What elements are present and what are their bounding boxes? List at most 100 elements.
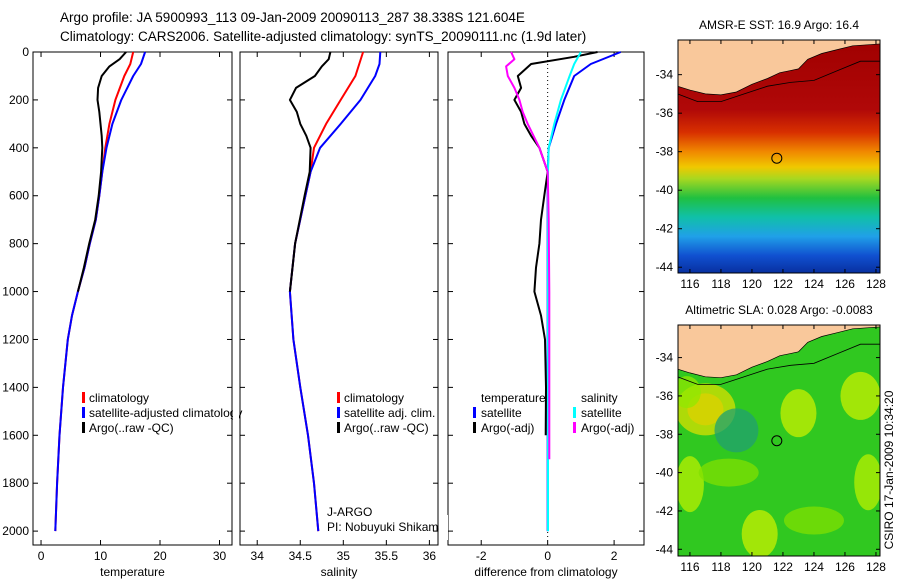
x-tick-label: -2 [476, 549, 487, 563]
difference-legend: temperature satellite Argo(-adj) salinit… [473, 391, 634, 435]
australia-landmass [678, 325, 880, 378]
legend-label: satellite [481, 406, 522, 420]
lat-tick-label: -40 [656, 466, 674, 480]
x-tick-label: 35.5 [375, 549, 399, 563]
legend-swatch-argo [82, 422, 85, 433]
legend-label: Argo(-adj) [481, 421, 534, 435]
x-tick-label: 36 [423, 549, 437, 563]
difference-panel: -2 0 2 difference from climatology [447, 51, 645, 579]
legend-header-temperature: temperature [481, 391, 546, 405]
y-tick-label: 200 [9, 93, 29, 107]
legend-label: Argo(-adj) [581, 421, 634, 435]
lat-tick-label: -36 [656, 106, 674, 120]
lon-tick-label: 116 [680, 560, 699, 574]
legend-label: satellite-adjusted climatology [89, 406, 242, 420]
x-tick-label: 0 [544, 549, 551, 563]
lat-tick-label: -40 [656, 183, 674, 197]
lon-tick-label: 124 [804, 277, 824, 291]
x-tick-label: 20 [153, 549, 167, 563]
lon-tick-label: 118 [711, 560, 730, 574]
sst-field [678, 40, 880, 273]
lon-tick-label: 116 [680, 277, 699, 291]
sla-anomaly-blob [783, 506, 844, 535]
x-tick-label: 2 [611, 549, 618, 563]
legend-swatch-satellite [337, 407, 340, 418]
profile-title-line1: Argo profile: JA 5900993_113 09-Jan-2009… [60, 10, 525, 25]
lon-tick-label: 122 [773, 277, 793, 291]
salinity-series-argo-raw-qc [288, 51, 332, 292]
x-tick-label: 34.5 [289, 549, 313, 563]
difference-series-satellite [546, 51, 622, 532]
maps: AMSR-E SST: 16.9 Argo: 16.4 116 118 120 122 1… [656, 18, 887, 574]
temperature-series-climatology [54, 51, 135, 532]
y-tick-label: 800 [9, 237, 29, 251]
lon-tick-label: 128 [866, 560, 886, 574]
sla-anomaly-blob [678, 376, 701, 409]
lat-tick-label: -34 [656, 351, 674, 365]
shelf-contour [678, 60, 880, 102]
sla-anomaly-blob [780, 389, 817, 438]
lon-tick-label: 122 [773, 560, 793, 574]
y-tick-label: 600 [9, 189, 29, 203]
salinity-legend: climatology satellite adj. clim. Argo(..… [327, 391, 445, 534]
timestamp-stamp: CSIRO 17-Jan-2009 10:34:20 [882, 390, 896, 549]
y-tick-label: 1400 [2, 380, 29, 394]
australia-landmass [678, 40, 880, 95]
difference-series-satellite [547, 51, 582, 532]
sst-map: AMSR-E SST: 16.9 Argo: 16.4 116 118 120 122 1… [656, 18, 887, 291]
lat-tick-label: -36 [656, 389, 674, 403]
lon-tick-label: 120 [742, 560, 762, 574]
plot-frame [32, 51, 233, 546]
lon-tick-label: 128 [866, 277, 886, 291]
legend-label: Argo(..raw -QC) [89, 421, 174, 435]
temperature-legend: climatology satellite-adjusted climatolo… [82, 391, 242, 435]
lon-tick-label: 124 [804, 560, 824, 574]
x-axis-label: difference from climatology [474, 565, 617, 579]
lon-tick-label: 118 [711, 277, 730, 291]
argo-float-marker [771, 152, 783, 164]
lat-tick-label: -44 [656, 542, 674, 556]
sla-anomaly-blob [854, 454, 880, 511]
lon-tick-label: 120 [742, 277, 762, 291]
difference-series-argo-adj [505, 51, 551, 460]
y-tick-label: 1800 [2, 476, 29, 490]
argo-float-marker [771, 435, 783, 447]
legend-label: climatology [344, 391, 404, 405]
legend-swatch-argo [337, 422, 340, 433]
temperature-series-argo-raw-qc [76, 51, 127, 292]
profile-title-line2: Climatology: CARS2006. Satellite-adjuste… [60, 29, 586, 44]
x-tick-label: 30 [213, 549, 227, 563]
x-tick-label: 0 [38, 549, 45, 563]
shelf-contour [678, 343, 880, 385]
map-frame [677, 324, 881, 557]
sla-field [678, 325, 880, 556]
salinity-series-satellite-adj-clim [288, 51, 382, 532]
program-annotation: J-ARGO [327, 505, 372, 519]
sla-anomaly-blob [741, 509, 778, 556]
y-tick-label: 1200 [2, 332, 29, 346]
map-title: Altimetric SLA: 0.028 Argo: -0.0083 [685, 303, 873, 317]
legend-label: climatology [89, 391, 149, 405]
pi-annotation: PI: Nobuyuki Shikama [327, 520, 445, 534]
lon-tick-label: 126 [835, 560, 855, 574]
sla-anomaly-blob [678, 456, 704, 513]
coastline [678, 326, 880, 379]
x-tick-label: 10 [94, 549, 108, 563]
legend-swatch-sal-argo [573, 422, 576, 433]
legend-label: Argo(..raw -QC) [344, 421, 429, 435]
legend-swatch-climatology [82, 392, 85, 403]
lat-tick-label: -44 [656, 260, 674, 274]
lon-tick-label: 126 [835, 277, 855, 291]
map-title: AMSR-E SST: 16.9 Argo: 16.4 [699, 18, 859, 32]
y-tick-label: 2000 [2, 524, 29, 538]
salinity-panel: 34 34.5 35 35.5 36 salinity [239, 51, 439, 579]
sla-map: Altimetric SLA: 0.028 Argo: -0.0083 116 11… [656, 303, 887, 574]
lat-tick-label: -42 [656, 504, 674, 518]
legend-swatch-satellite [82, 407, 85, 418]
legend-swatch-temp-satellite [473, 407, 476, 418]
legend-swatch-sal-satellite [573, 407, 576, 418]
sla-anomaly-blob [840, 371, 880, 420]
lat-tick-label: -42 [656, 222, 674, 236]
